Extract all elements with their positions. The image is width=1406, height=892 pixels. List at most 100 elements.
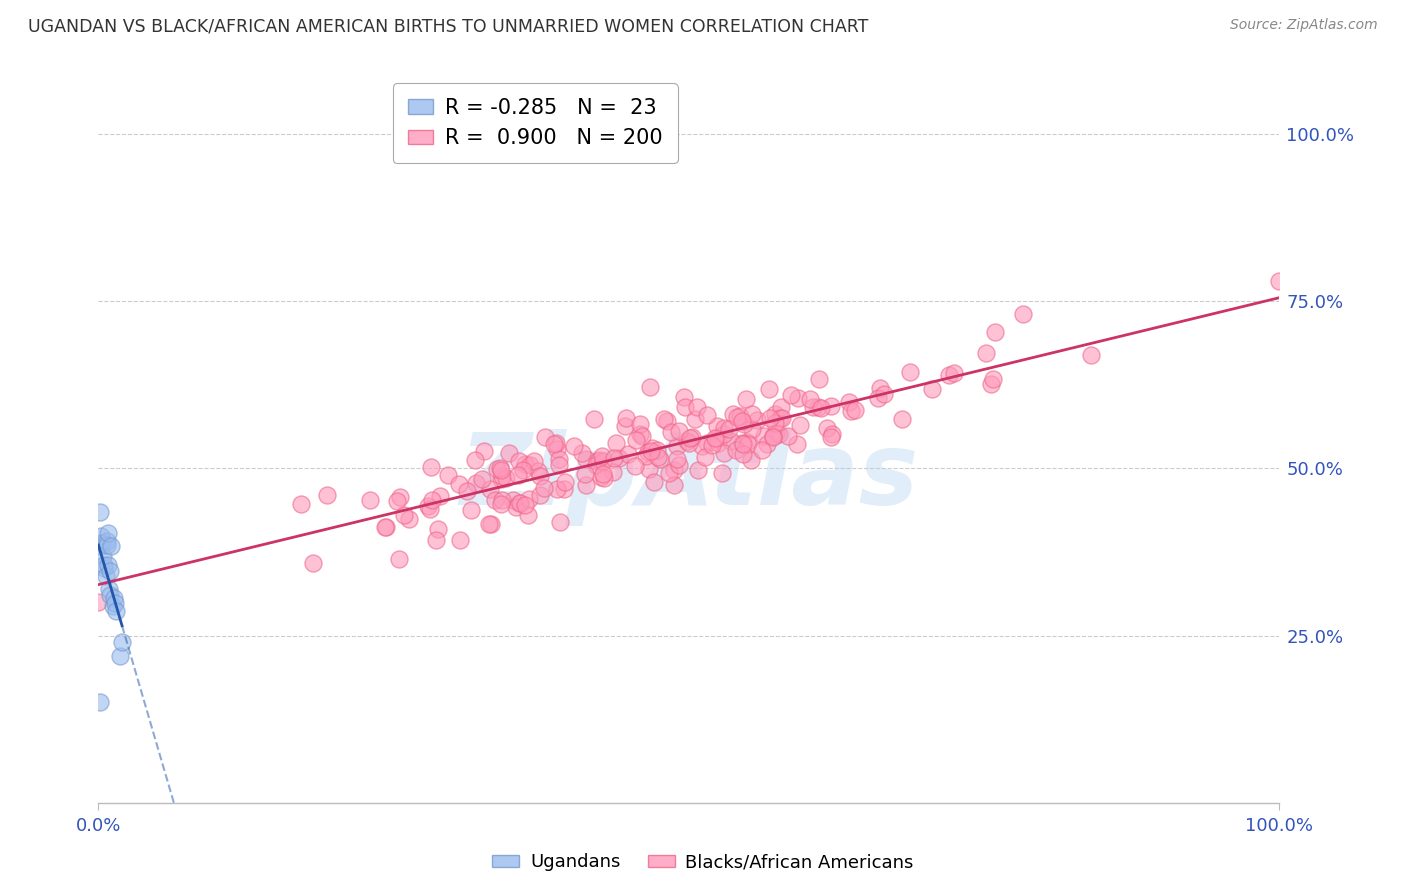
Point (97, 526, 120, 541)
Point (648, 451, 671, 466)
Point (728, 409, 751, 423)
Point (94, 569, 117, 583)
Point (614, 419, 637, 434)
Point (869, 381, 891, 395)
Point (718, 421, 741, 435)
Point (91, 549, 114, 563)
Point (681, 430, 703, 444)
Point (765, 416, 787, 430)
Point (690, 439, 713, 453)
Point (643, 475, 665, 490)
Point (515, 498, 537, 512)
Point (634, 449, 657, 463)
Point (495, 471, 517, 485)
Point (821, 427, 844, 442)
Point (585, 458, 607, 473)
Point (111, 635, 134, 649)
Point (96, 533, 118, 548)
Point (533, 430, 555, 444)
Point (628, 427, 651, 442)
Point (614, 410, 637, 425)
Point (976, 346, 998, 360)
Point (731, 447, 754, 461)
Point (624, 433, 647, 447)
Point (508, 454, 530, 468)
Point (686, 463, 709, 477)
Point (491, 472, 513, 486)
Point (398, 512, 420, 526)
Point (745, 412, 768, 426)
Point (602, 450, 624, 465)
Point (724, 442, 747, 457)
Point (101, 599, 124, 613)
Point (589, 470, 612, 484)
Point (419, 502, 441, 516)
Point (546, 442, 568, 456)
Point (704, 431, 727, 445)
Point (509, 496, 531, 510)
Point (754, 429, 776, 443)
Point (706, 418, 728, 433)
Point (762, 430, 785, 444)
Point (93, 561, 115, 575)
Point (592, 467, 614, 481)
Point (89, 505, 111, 519)
Point (807, 400, 830, 414)
Point (984, 326, 1007, 340)
Point (640, 443, 662, 458)
Point (97, 558, 120, 572)
Point (605, 435, 627, 450)
Point (768, 427, 790, 442)
Point (820, 430, 842, 444)
Point (891, 411, 914, 425)
Point (741, 407, 763, 421)
Point (447, 476, 470, 491)
Point (460, 503, 482, 517)
Point (737, 437, 759, 451)
Point (721, 407, 744, 421)
Point (602, 465, 624, 479)
Point (571, 446, 593, 460)
Point (678, 436, 700, 450)
Point (731, 414, 754, 428)
Point (638, 380, 661, 394)
Point (733, 417, 755, 432)
Point (740, 452, 762, 467)
Point (464, 475, 486, 490)
Point (662, 463, 685, 477)
Point (808, 372, 831, 386)
Point (290, 497, 312, 511)
Point (683, 411, 706, 425)
Point (98, 564, 121, 578)
Point (665, 439, 688, 453)
Point (769, 411, 792, 425)
Point (98, 582, 121, 597)
Point (810, 401, 832, 415)
Point (981, 371, 1004, 385)
Legend: Ugandans, Blacks/African Americans: Ugandans, Blacks/African Americans (485, 847, 921, 879)
Text: UGANDAN VS BLACK/AFRICAN AMERICAN BIRTHS TO UNMARRIED WOMEN CORRELATION CHART: UGANDAN VS BLACK/AFRICAN AMERICAN BIRTHS… (28, 18, 869, 36)
Point (89, 696, 111, 710)
Point (695, 450, 717, 464)
Point (516, 508, 538, 522)
Point (302, 556, 325, 570)
Point (731, 436, 754, 450)
Point (820, 399, 842, 413)
Point (575, 478, 598, 492)
Point (574, 451, 596, 466)
Point (789, 417, 811, 432)
Point (419, 460, 441, 475)
Point (108, 648, 131, 663)
Point (489, 461, 512, 475)
Point (392, 508, 415, 523)
Point (449, 533, 471, 548)
Point (731, 437, 754, 451)
Point (866, 391, 889, 405)
Point (436, 468, 458, 483)
Point (548, 515, 571, 529)
Point (546, 482, 568, 496)
Point (779, 388, 801, 402)
Point (529, 468, 551, 483)
Point (787, 391, 810, 405)
Point (659, 425, 682, 440)
